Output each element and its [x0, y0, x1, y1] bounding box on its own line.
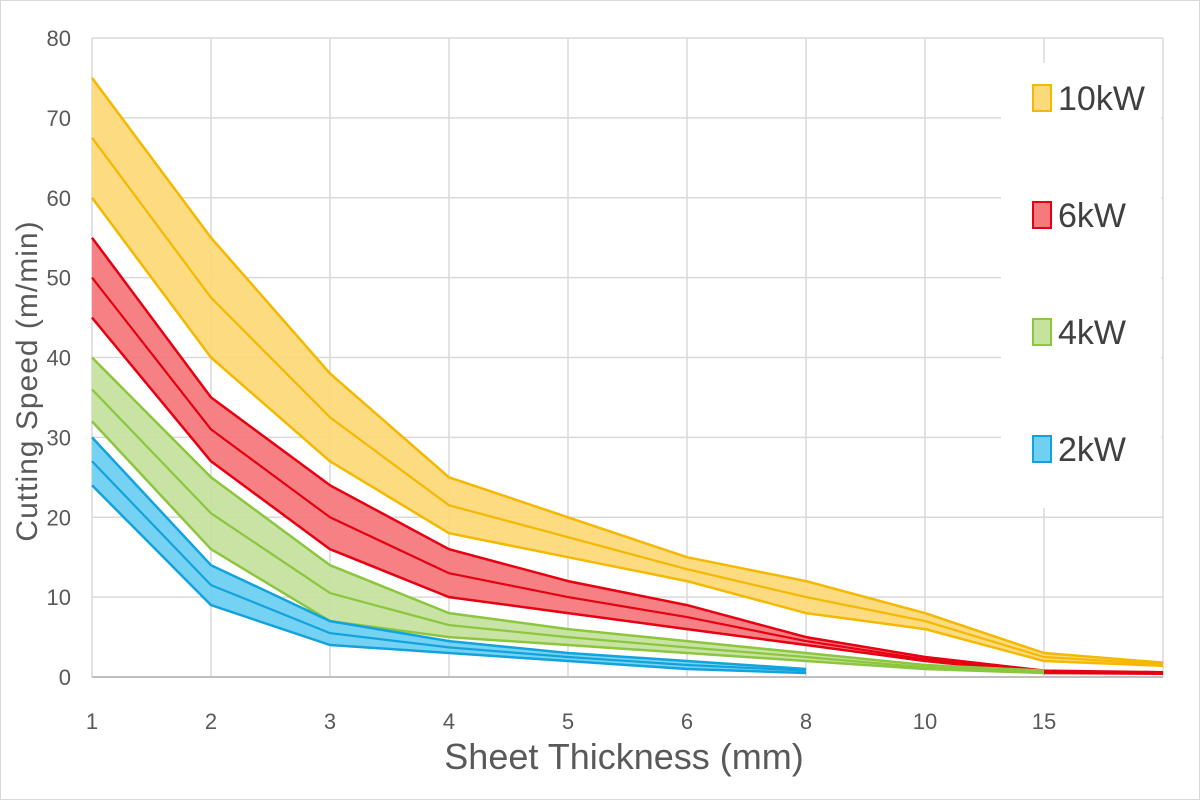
- legend-swatch-6kW: [1033, 202, 1051, 228]
- legend-label-10kW: 10kW: [1058, 80, 1145, 118]
- x-tick-label: 1: [86, 709, 98, 734]
- x-tick-label: 5: [562, 709, 574, 734]
- y-tick-label: 40: [47, 346, 71, 371]
- x-tick-label: 15: [1032, 709, 1056, 734]
- y-tick-label: 20: [47, 505, 71, 530]
- chart-frame: 0 10 20 30 40 50 60 70 80 1 2 3 4 5 6 8 10 15 10kW 6kW 4kW 2…: [0, 0, 1200, 800]
- y-tick-label: 10: [47, 585, 71, 610]
- y-tick-label: 0: [59, 665, 71, 690]
- x-tick-label: 10: [913, 709, 937, 734]
- y-tick-label: 80: [47, 26, 71, 51]
- x-axis-title: Sheet Thickness (mm): [444, 736, 803, 777]
- legend-label-6kW: 6kW: [1058, 197, 1126, 235]
- x-tick-label: 2: [205, 709, 217, 734]
- y-tick-label: 50: [47, 266, 71, 291]
- y-tick-label: 60: [47, 186, 71, 211]
- x-tick-label: 3: [324, 709, 336, 734]
- y-tick-label: 30: [47, 425, 71, 450]
- chart-svg: 0 10 20 30 40 50 60 70 80 1 2 3 4 5 6 8 10 15 10kW 6kW 4kW 2…: [1, 1, 1200, 801]
- x-tick-label: 4: [443, 709, 455, 734]
- y-tick-label: 70: [47, 106, 71, 131]
- legend-label-4kW: 4kW: [1058, 314, 1126, 352]
- x-tick-label: 6: [681, 709, 693, 734]
- y-axis-title: Cutting Speed (m/min): [11, 220, 44, 541]
- legend-swatch-4kW: [1033, 319, 1051, 345]
- legend-swatch-10kW: [1033, 85, 1051, 111]
- legend: 10kW 6kW 4kW 2kW: [1001, 63, 1161, 508]
- x-tick-label: 8: [800, 709, 812, 734]
- axes: 0 10 20 30 40 50 60 70 80 1 2 3 4 5 6 8 10 15: [47, 26, 1163, 734]
- legend-swatch-2kW: [1033, 436, 1051, 462]
- legend-label-2kW: 2kW: [1058, 431, 1126, 469]
